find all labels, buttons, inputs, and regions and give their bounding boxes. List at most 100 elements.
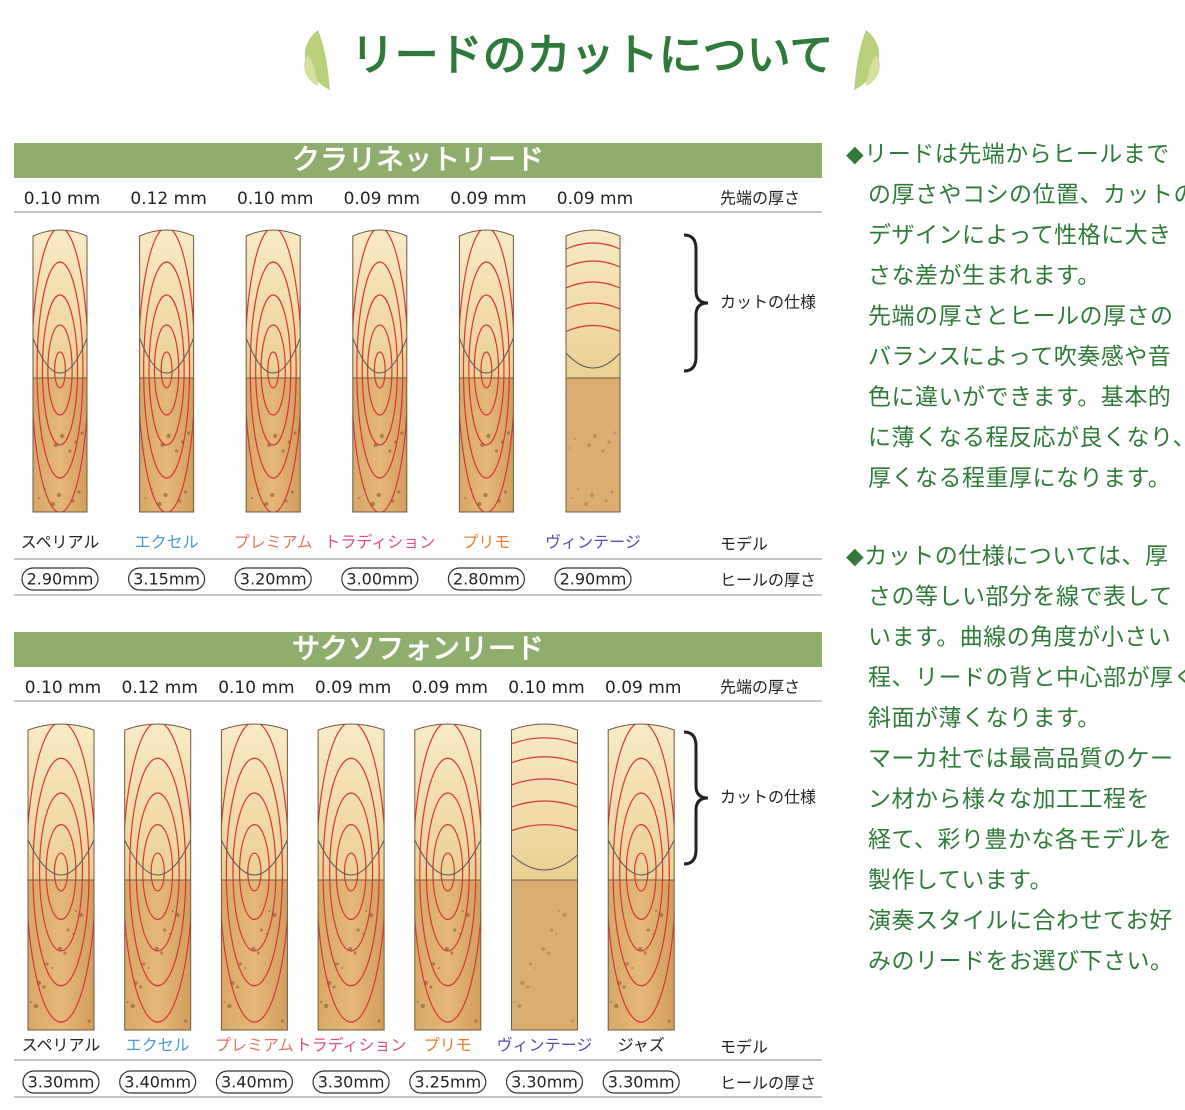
cut-line — [608, 724, 675, 1023]
note-line: 程、リードの背と中心部が厚く — [868, 665, 1185, 691]
heel-pill — [505, 1070, 584, 1094]
reed-speck — [429, 985, 433, 989]
reed-speck — [520, 980, 525, 986]
vamp-edge — [352, 337, 407, 374]
note-line: 先端の厚さとヒールの厚さの — [868, 304, 1174, 330]
note-line: 演奏スタイルに合わせてお好 — [868, 908, 1173, 934]
reed-speck — [175, 912, 180, 918]
heel-thickness: 3.30mm — [608, 1073, 675, 1092]
cut-line — [511, 778, 578, 786]
reed-speck — [577, 488, 579, 490]
note-line: マーカ社では最高品質のケー — [868, 746, 1174, 772]
reed-speck — [77, 490, 81, 494]
cut-line — [462, 261, 510, 479]
reed-speck — [655, 910, 658, 912]
reed-body — [33, 230, 87, 512]
reed-speck — [281, 449, 285, 453]
cut-line — [267, 351, 280, 389]
leaf-left — [304, 30, 330, 90]
tip-thickness: 0.09 mm — [450, 189, 526, 209]
note-line: に薄くなる程反応が良くなり、 — [868, 425, 1185, 451]
cut-line — [36, 261, 84, 479]
reed-speck — [574, 438, 576, 440]
heel-pill — [312, 1070, 390, 1094]
tip-thickness: 0.09 mm — [557, 189, 633, 209]
reed-speck — [66, 928, 70, 932]
cut-line — [148, 294, 185, 446]
model-name: プレミアム — [215, 1036, 294, 1055]
reed-speck — [68, 449, 72, 453]
reed-speck — [379, 433, 384, 439]
reed-speck — [30, 1001, 32, 1003]
reed-heel — [511, 880, 578, 1030]
cut-line — [335, 823, 367, 920]
reed-speck — [506, 431, 510, 435]
reed — [27, 723, 95, 1031]
cut-line — [425, 792, 470, 952]
reed-speck — [273, 433, 278, 439]
reed-outline — [352, 229, 408, 513]
reed-speck — [75, 910, 77, 912]
reed-body — [221, 724, 288, 1030]
reed-vamp — [246, 230, 301, 378]
reed-speck — [126, 1001, 129, 1003]
model-name: プレミアム — [234, 533, 313, 552]
cut-line — [255, 294, 292, 446]
reed-speck — [549, 928, 554, 932]
reed-speck — [583, 501, 589, 507]
note-line: デザインによって性格に大き — [868, 223, 1172, 249]
brace — [683, 233, 709, 373]
reed-speck — [365, 910, 368, 912]
reed-vamp — [414, 724, 481, 880]
note-line: 製作しています。 — [868, 868, 1053, 894]
heel-thickness: 3.40mm — [221, 1073, 288, 1092]
cut-line — [356, 261, 404, 479]
note-line: バランスによって吹奏感や音 — [868, 344, 1171, 370]
heel-pill — [554, 567, 632, 591]
reed-outline — [220, 723, 288, 1031]
reed-speck — [72, 933, 74, 935]
model-name: ジャズ — [618, 1036, 665, 1055]
heel-pill — [119, 1070, 197, 1094]
model-name: プリモ — [462, 533, 510, 552]
reed-speck — [461, 910, 464, 912]
reed-body — [28, 724, 94, 1030]
reed-speck — [604, 499, 608, 503]
vamp-edge — [566, 352, 620, 369]
cut-line — [343, 852, 359, 892]
note-line: ◆カットの仕様については、厚 — [846, 544, 1169, 570]
reed — [139, 229, 195, 513]
reed-speck — [659, 912, 664, 918]
reed-speck — [571, 497, 573, 499]
reed-speck — [50, 501, 56, 507]
reed — [458, 229, 514, 513]
reed — [317, 723, 385, 1031]
reed-outline — [245, 229, 301, 513]
reed-speck — [562, 912, 567, 918]
reed-speck — [171, 910, 174, 912]
reed-speck — [335, 962, 339, 966]
cut-line — [619, 792, 664, 952]
reed-speck — [400, 431, 404, 435]
model-name: スペリアル — [22, 1036, 101, 1055]
reed-speck — [613, 431, 617, 435]
note-line: 斜面が薄くなります。 — [868, 706, 1101, 732]
reed-speck — [353, 951, 357, 955]
reed-speck — [323, 1003, 329, 1009]
reed-body — [318, 724, 385, 1030]
reed-speck — [437, 967, 440, 969]
cut-line — [232, 792, 277, 952]
cut-label: カットの仕様 — [720, 788, 816, 807]
reed-heel — [608, 880, 675, 1030]
reed-speck — [264, 501, 269, 507]
reed-speck — [517, 1003, 522, 1009]
reed-speck — [622, 985, 626, 989]
cut-line — [634, 852, 649, 892]
cut-line — [32, 757, 90, 987]
model-name: エクセル — [126, 1036, 190, 1055]
reed-speck — [144, 497, 147, 499]
section-heading: クラリネットリード — [292, 143, 544, 176]
model-name: エクセル — [135, 533, 199, 552]
reed — [245, 229, 301, 513]
reed-speck — [227, 1003, 232, 1009]
